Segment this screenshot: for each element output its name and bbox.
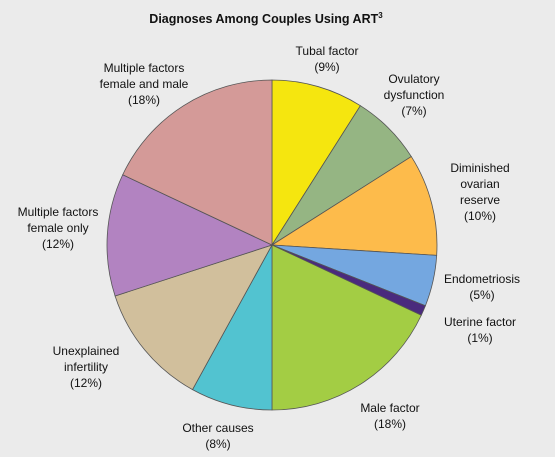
pie-slice-8 (114, 244, 273, 391)
slice-label-10: Multiple factors female and male (18%) (100, 61, 189, 107)
pie-slices (106, 79, 438, 411)
slice-label-5: Uterine factor (1%) (444, 315, 516, 345)
slice-label-7: Other causes (8%) (182, 421, 253, 451)
slice-label-1: Tubal factor (9%) (296, 44, 359, 74)
chart-title: Diagnoses Among Couples Using ART3 (149, 11, 383, 26)
slice-label-4: Endometriosis (5%) (444, 272, 520, 302)
pie-slice-3 (270, 156, 438, 256)
slice-label-8: Unexplained infertility (12%) (53, 344, 120, 390)
pie-slice-6 (271, 244, 422, 411)
pie-slice-10 (122, 79, 273, 246)
slice-labels: Tubal factor (9%) Ovulatory dysfunction (7%)… (18, 44, 520, 451)
slice-label-3: Diminished ovarian reserve (10%) (450, 161, 509, 223)
pie-slice-9 (106, 174, 274, 297)
slice-label-9: Multiple factors female only (12%) (18, 205, 99, 251)
pie-slice-1 (271, 79, 361, 247)
slice-label-6: Male factor (18%) (360, 401, 419, 431)
slice-label-2: Ovulatory dysfunction (7%) (384, 72, 445, 118)
